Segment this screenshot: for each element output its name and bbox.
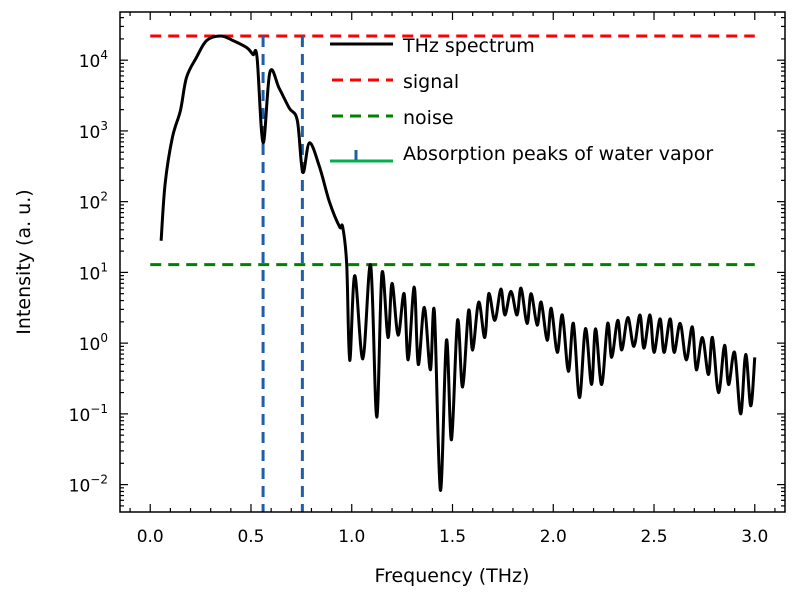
- legend-label-signal: signal: [403, 71, 459, 93]
- y-tick-label: 104: [79, 48, 108, 72]
- legend-label-absorption: Absorption peaks of water vapor: [403, 143, 713, 165]
- plot-area: [150, 34, 757, 512]
- x-tick-label: 1.0: [338, 527, 365, 547]
- series-thz-spectrum-line: [159, 34, 757, 492]
- x-tick-label: 1.5: [439, 527, 466, 547]
- y-tick-exponent: 4: [100, 48, 108, 62]
- y-tick-base: 10: [79, 264, 101, 284]
- y-tick-label: 10−1: [69, 402, 108, 426]
- y-tick-label: 102: [79, 190, 108, 214]
- y-tick-exponent: 1: [100, 260, 108, 274]
- x-tick-label: 0.5: [237, 527, 264, 547]
- y-tick-label: 103: [79, 119, 108, 143]
- y-tick-base: 10: [69, 477, 91, 497]
- x-tick-labels: 0.0 0.5 1.0 1.5 2.0 2.5 3.0: [137, 527, 769, 547]
- x-tick-label: 3.0: [741, 527, 768, 547]
- x-tick-label: 2.0: [540, 527, 567, 547]
- y-tick-exponent: −1: [90, 402, 108, 416]
- x-tick-label: 0.0: [137, 527, 164, 547]
- y-tick-base: 10: [79, 335, 101, 355]
- x-axis-label: Frequency (THz): [375, 565, 530, 587]
- axis-ticks: [120, 12, 785, 512]
- legend-label-noise: noise: [403, 107, 454, 129]
- legend: THz spectrum signal noise Absorption pea…: [330, 35, 713, 165]
- y-tick-label: 100: [79, 331, 108, 355]
- y-tick-exponent: −2: [90, 473, 108, 487]
- y-tick-exponent: 2: [100, 190, 108, 204]
- legend-label-thz-spectrum: THz spectrum: [402, 35, 535, 57]
- y-tick-exponent: 0: [100, 331, 108, 345]
- y-tick-label: 10−2: [69, 473, 108, 497]
- y-tick-base: 10: [79, 194, 101, 214]
- y-tick-label: 101: [79, 260, 108, 284]
- y-tick-exponent: 3: [100, 119, 108, 133]
- y-axis-label: Intensity (a. u.): [13, 189, 35, 334]
- y-tick-base: 10: [69, 406, 91, 426]
- x-tick-label: 2.5: [640, 527, 667, 547]
- y-tick-base: 10: [79, 52, 101, 72]
- y-tick-base: 10: [79, 123, 101, 143]
